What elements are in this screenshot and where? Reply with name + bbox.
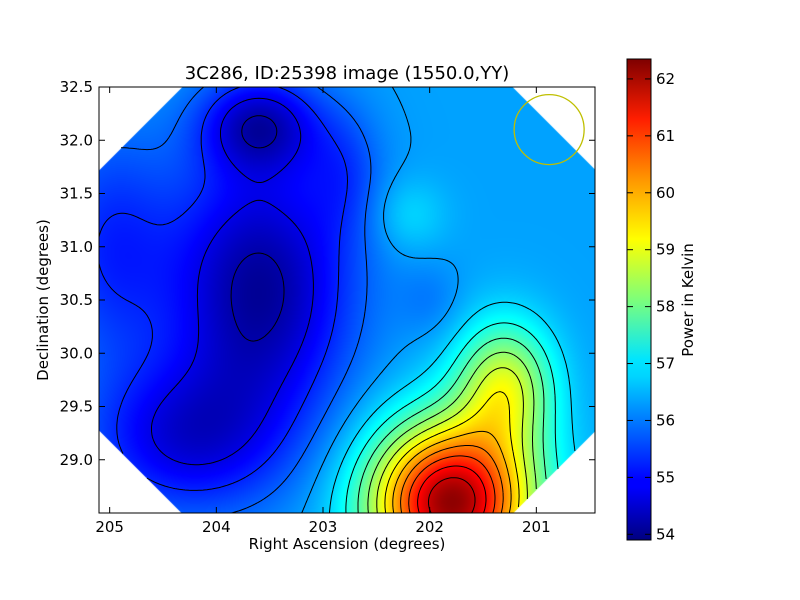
y-tick-label: 30.0 (60, 344, 93, 362)
x-axis: 205 204 203 202 201 (95, 87, 551, 536)
y-axis-label: Declination (degrees) (34, 219, 52, 381)
colorbar-tick-label: 55 (656, 468, 675, 486)
colorbar-tick-label: 61 (656, 127, 675, 145)
y-tick-label: 29.0 (60, 451, 93, 469)
x-axis-label: Right Ascension (degrees) (249, 535, 446, 553)
contour-line (301, 87, 459, 513)
x-tick-label: 205 (95, 518, 124, 536)
colorbar-tick-label: 60 (656, 184, 675, 202)
beam-circle (513, 93, 585, 166)
chart-title: 3C286, ID:25398 image (1550.0,YY) (185, 63, 510, 84)
y-tick-label: 32.5 (60, 78, 93, 96)
colorbar-tick-label: 62 (656, 70, 675, 88)
contour-line (400, 445, 504, 513)
heatmap-field (99, 87, 595, 513)
y-axis: 29.0 29.5 30.0 30.5 31.0 31.5 32.0 32.5 (60, 78, 595, 469)
y-tick-label: 30.5 (60, 291, 93, 309)
x-tick-label: 202 (415, 518, 444, 536)
y-tick-label: 31.0 (60, 238, 93, 256)
contour-lines (99, 87, 576, 513)
x-tick-label: 204 (202, 518, 231, 536)
contour-line (417, 465, 487, 513)
colorbar-tick-label: 58 (656, 298, 675, 316)
y-tick-label: 29.5 (60, 398, 93, 416)
y-tick-label: 31.5 (60, 185, 93, 203)
colorbar-tick-label: 59 (656, 241, 675, 259)
contour-line (392, 430, 512, 513)
contour-line (376, 367, 528, 513)
x-tick-label: 203 (309, 518, 338, 536)
contour-line (428, 477, 476, 513)
contour-line (408, 455, 496, 513)
contour-line (357, 337, 547, 513)
colorbar-tick-label: 56 (656, 411, 675, 429)
colorbar (626, 58, 652, 541)
contour-line (230, 115, 285, 342)
contour-line (151, 97, 314, 466)
heatmap-image (99, 87, 595, 513)
colorbar-ticks: 54 55 56 57 58 59 60 61 62 (627, 70, 675, 543)
y-tick-label: 32.0 (60, 131, 93, 149)
colorbar-label: Power in Kelvin (679, 243, 697, 357)
colorbar-tick-label: 54 (656, 525, 675, 543)
contour-line (367, 351, 537, 513)
contour-line (384, 391, 520, 513)
colorbar-tick-label: 57 (656, 355, 675, 373)
contour-line (121, 87, 372, 513)
contour-line (329, 301, 576, 513)
contour-line (345, 322, 559, 513)
x-tick-label: 201 (522, 518, 551, 536)
